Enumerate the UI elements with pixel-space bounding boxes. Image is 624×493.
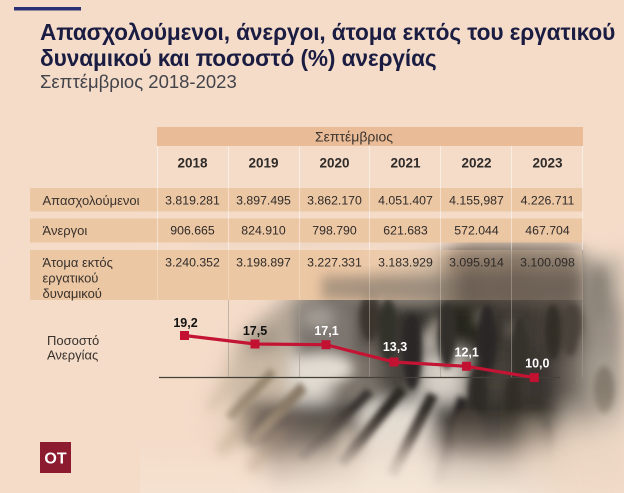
- svg-text:572.044: 572.044: [454, 224, 499, 238]
- svg-text:3.100.098: 3.100.098: [520, 256, 575, 270]
- svg-text:12,1: 12,1: [455, 346, 479, 360]
- svg-text:Απασχολούμενοι, άνεργοι, άτομα: Απασχολούμενοι, άνεργοι, άτομα εκτός του…: [40, 19, 615, 45]
- svg-text:Σεπτέμβριος 2018-2023: Σεπτέμβριος 2018-2023: [40, 71, 237, 92]
- svg-text:13,3: 13,3: [383, 340, 407, 354]
- svg-text:εργατικού: εργατικού: [43, 271, 99, 286]
- svg-text:2018: 2018: [177, 156, 208, 171]
- svg-text:2022: 2022: [461, 156, 491, 171]
- svg-text:798.790: 798.790: [312, 224, 357, 238]
- svg-text:467.704: 467.704: [525, 224, 570, 238]
- svg-text:Ανεργίας: Ανεργίας: [47, 348, 98, 363]
- svg-text:10,0: 10,0: [525, 357, 549, 371]
- svg-text:621.683: 621.683: [383, 224, 428, 238]
- svg-text:Ποσοστό: Ποσοστό: [47, 333, 99, 348]
- svg-text:3.819.281: 3.819.281: [165, 194, 220, 208]
- svg-text:3.095.914: 3.095.914: [449, 256, 504, 270]
- svg-text:3.862.170: 3.862.170: [307, 194, 362, 208]
- svg-text:Άνεργοι: Άνεργοι: [43, 223, 88, 238]
- svg-text:3.198.897: 3.198.897: [236, 256, 291, 270]
- svg-text:2021: 2021: [390, 156, 421, 171]
- svg-text:2023: 2023: [532, 156, 563, 171]
- svg-text:824.910: 824.910: [241, 224, 286, 238]
- svg-text:2020: 2020: [319, 156, 349, 171]
- svg-text:3.227.331: 3.227.331: [307, 256, 362, 270]
- svg-text:3.240.352: 3.240.352: [165, 256, 220, 270]
- svg-text:Άτομα εκτός: Άτομα εκτός: [43, 255, 113, 270]
- svg-text:17,1: 17,1: [314, 324, 338, 338]
- svg-text:Απασχολούμενοι: Απασχολούμενοι: [43, 193, 140, 208]
- svg-text:3.897.495: 3.897.495: [236, 194, 291, 208]
- svg-text:4.051.407: 4.051.407: [378, 194, 433, 208]
- svg-text:4.155,987: 4.155,987: [449, 194, 504, 208]
- svg-text:906.665: 906.665: [170, 224, 215, 238]
- svg-text:4.226.711: 4.226.711: [521, 194, 575, 208]
- svg-text:17,5: 17,5: [243, 324, 267, 338]
- svg-text:2019: 2019: [248, 156, 278, 171]
- svg-text:3.183.929: 3.183.929: [378, 256, 433, 270]
- svg-text:δυναμικού: δυναμικού: [43, 286, 102, 301]
- svg-text:19,2: 19,2: [173, 316, 197, 330]
- svg-text:OT: OT: [44, 451, 66, 468]
- svg-text:δυναμικού και ποσοστό (%) ανερ: δυναμικού και ποσοστό (%) ανεργίας: [40, 45, 437, 71]
- svg-text:Σεπτέμβριος: Σεπτέμβριος: [315, 129, 393, 145]
